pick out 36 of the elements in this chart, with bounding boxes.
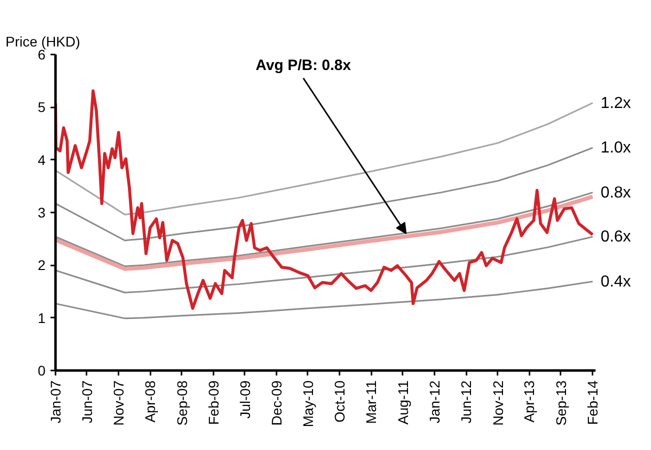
annotation: Avg P/B: 0.8x — [256, 57, 352, 74]
x-tick-label: Jan-07 — [48, 380, 64, 424]
y-tick-label: 5 — [38, 99, 46, 116]
x-tick-label: Feb-09 — [206, 380, 222, 425]
line-series — [56, 146, 594, 242]
series-label: 1.0x — [600, 140, 631, 157]
x-tick-label: Nov-12 — [490, 380, 506, 426]
y-tick-label: 1 — [38, 310, 46, 326]
line-series — [56, 280, 594, 320]
line-series — [56, 89, 594, 310]
series-label: 0.6x — [600, 228, 631, 246]
x-tick-label: Feb-14 — [584, 380, 601, 425]
x-tick-label: Mar-11 — [363, 380, 380, 424]
x-tick-label: Sep-08 — [174, 380, 190, 426]
line-series — [56, 102, 594, 216]
x-tick-label: Dec-09 — [268, 380, 285, 426]
line-series — [56, 236, 594, 294]
y-tick-label: 0 — [38, 362, 46, 378]
x-tick-label: Jun-07 — [78, 380, 95, 424]
y-tick-label: 2 — [38, 257, 46, 274]
x-tick-label: Jul-09 — [236, 380, 253, 419]
series-label: 1.2x — [600, 94, 631, 112]
x-tick-label: Oct-10 — [332, 380, 348, 423]
x-tick-label: Aug-11 — [394, 380, 411, 425]
x-tick-label: Jan-12 — [426, 380, 443, 424]
x-tick-label: May-10 — [300, 380, 316, 428]
x-tick-label: Apr-13 — [521, 380, 538, 423]
y-tick-label: 3 — [38, 204, 46, 220]
x-tick-label: Nov-07 — [110, 380, 127, 426]
y-tick-label: 4 — [38, 152, 46, 168]
series-label: 0.8x — [600, 184, 631, 202]
x-tick-label: Apr-08 — [142, 380, 158, 423]
series-label: 0.4x — [600, 273, 631, 290]
x-tick-label: Sep-13 — [552, 380, 569, 426]
y-axis-title: Price (HKD) — [6, 34, 80, 50]
x-tick-label: Jun-12 — [458, 380, 474, 424]
